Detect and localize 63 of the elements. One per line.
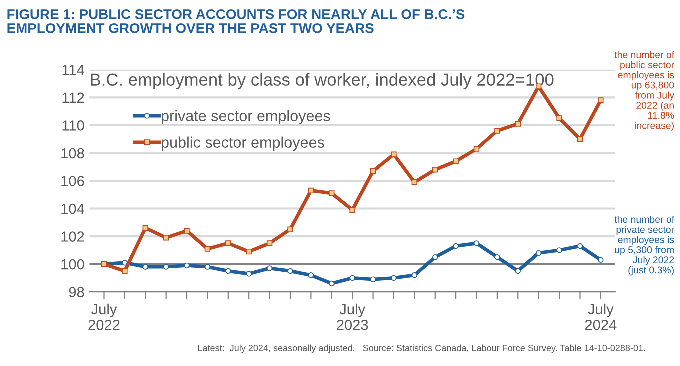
point	[391, 275, 397, 282]
point	[598, 98, 604, 104]
point	[350, 275, 356, 282]
point	[329, 190, 335, 196]
point	[226, 268, 232, 274]
y-tick-label: 108	[62, 148, 84, 159]
point	[246, 271, 252, 277]
y-tick-label: 102	[62, 232, 84, 242]
annotation: the number of private sector employees is up 5,300 from July 2022 (just 0.3%)	[614, 216, 675, 276]
point	[370, 276, 376, 282]
point	[204, 264, 211, 270]
x-tick-label: July 2024	[585, 304, 617, 330]
point	[598, 257, 604, 263]
point	[556, 248, 562, 254]
point	[184, 262, 190, 269]
point	[266, 240, 273, 246]
point	[288, 268, 294, 274]
point	[412, 180, 418, 186]
x-tick-label: July 2023	[337, 304, 368, 330]
chart-subtitle: B.C. employment by class of worker, indexed July 2022=100	[91, 73, 554, 90]
y-tick-label: 106	[62, 176, 84, 186]
legend-label: public sector employees	[162, 136, 324, 152]
point	[142, 264, 148, 270]
point	[329, 280, 335, 287]
point	[515, 121, 521, 127]
point	[308, 188, 314, 194]
point	[350, 207, 356, 213]
annotation: the number of public sector employees is up 63,800 from July 2022 (an 11.8% increase)	[614, 51, 675, 132]
point	[453, 243, 459, 250]
point	[432, 167, 438, 173]
point	[556, 116, 562, 122]
point	[453, 158, 459, 164]
point	[494, 254, 500, 260]
point	[370, 168, 376, 174]
x-tick-label: July 2022	[88, 304, 120, 330]
y-tick-label: 112	[62, 92, 84, 103]
point	[122, 268, 128, 274]
point	[204, 246, 211, 252]
point	[266, 266, 273, 272]
point	[288, 226, 294, 232]
point	[474, 240, 480, 246]
point	[515, 268, 521, 274]
point	[536, 250, 542, 256]
y-tick-label: 104	[62, 204, 84, 214]
point	[412, 272, 418, 278]
point	[577, 243, 584, 250]
point	[163, 235, 170, 241]
point	[226, 240, 232, 246]
y-tick-label: 114	[62, 65, 84, 76]
y-tick-label: 98	[69, 287, 84, 298]
y-tick-label: 100	[62, 259, 84, 270]
point	[474, 146, 480, 152]
chart-title: FIGURE 1: PUBLIC SECTOR ACCOUNTS FOR NEARLY ALL OF B.C.’S EMPLOYMENT GROWTH OVER THE PAST TWO YEARS	[8, 10, 465, 34]
point	[432, 254, 438, 260]
point	[494, 128, 500, 134]
point	[142, 225, 148, 232]
point	[184, 228, 190, 234]
point	[246, 248, 252, 255]
point	[391, 152, 397, 158]
y-tick-label: 110	[62, 120, 84, 131]
point	[308, 272, 314, 278]
legend-label: private sector employees	[162, 110, 330, 125]
text: Latest: July 2024, seasonally adjusted. Source: Statistics Canada, Labour Force Survey. Table 14-10-0288-01.	[198, 344, 646, 354]
